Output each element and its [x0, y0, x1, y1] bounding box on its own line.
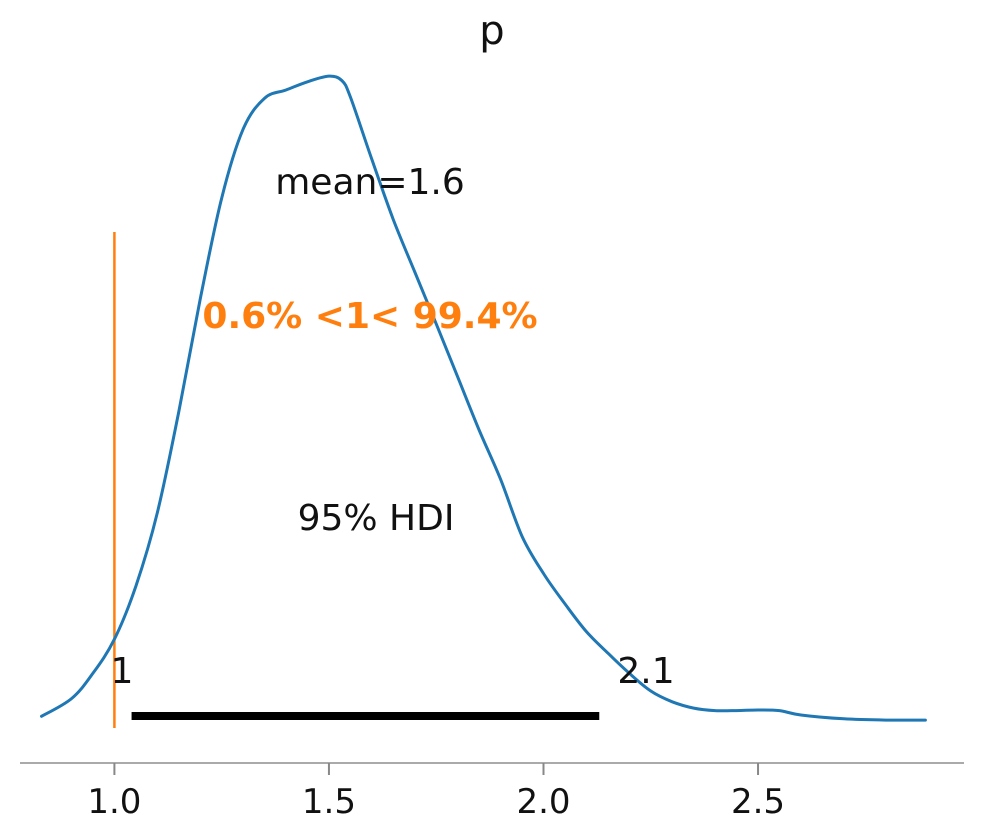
x-tick-label-0: 1.0: [87, 782, 141, 822]
x-axis: 1.0 1.5 2.0 2.5: [20, 762, 964, 822]
mean-annotation: mean=1.6: [275, 162, 465, 203]
hdi-upper-bound-label: 2.1: [617, 651, 674, 692]
reference-value-annotation: 0.6% <1< 99.4%: [202, 296, 537, 337]
hdi-lower-bound-label: 1: [111, 651, 134, 692]
x-tick-label-2: 2.0: [516, 782, 570, 822]
hdi-label: 95% HDI: [298, 498, 455, 539]
x-tick-label-1: 1.5: [302, 782, 356, 822]
density-curve-layer: [40, 74, 927, 722]
chart-title: p: [479, 8, 504, 54]
density-curve-0: [40, 74, 927, 722]
x-tick-label-3: 2.5: [731, 782, 785, 822]
